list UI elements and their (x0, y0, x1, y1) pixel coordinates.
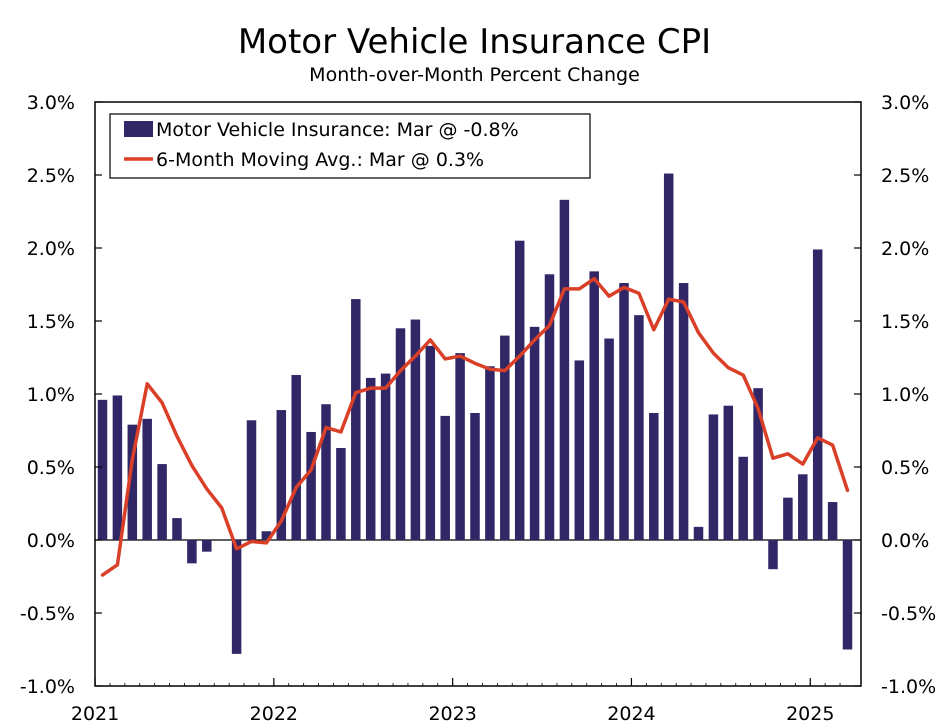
bar-jan-2023 (455, 353, 465, 540)
legend-line-label: 6-Month Moving Avg.: Mar @ 0.3% (156, 149, 484, 171)
bar-jan-2024 (634, 315, 644, 540)
x-tick-label-2023: 2023 (428, 703, 476, 725)
bar-oct-2023 (589, 271, 599, 540)
legend-box (109, 113, 591, 179)
bar-feb-2021 (112, 395, 123, 540)
x-tick-label-2025: 2025 (786, 703, 834, 725)
y-tick-label-left: -1.0% (20, 676, 75, 698)
y-tick-label-left: -0.5% (20, 603, 75, 625)
y-tick-label-left: 1.0% (27, 384, 75, 406)
y-tick-label-right: -0.5% (881, 603, 936, 625)
y-tick-label-left: 2.0% (27, 238, 75, 260)
bar-jan-2025 (812, 249, 823, 540)
bar-apr-2024 (678, 283, 689, 540)
y-tick-label-left: 0.5% (27, 457, 75, 479)
bar-may-2024 (693, 526, 704, 540)
bar-may-2022 (336, 448, 346, 540)
bar-series (97, 173, 853, 654)
bar-jul-2022 (365, 377, 376, 540)
bar-mar-2022 (306, 431, 316, 540)
bar-dec-2023 (619, 283, 629, 540)
legend: Motor Vehicle Insurance: Mar @ -0.8% 6-M… (109, 113, 591, 179)
bar-jun-2021 (172, 518, 182, 540)
bar-mar-2025 (842, 540, 853, 650)
y-tick-label-left: 0.0% (27, 530, 75, 552)
bar-feb-2022 (291, 375, 301, 540)
y-tick-label-right: 1.5% (881, 311, 929, 333)
bar-aug-2021 (202, 540, 212, 552)
bar-may-2023 (514, 240, 525, 540)
bar-nov-2023 (604, 338, 614, 540)
bar-apr-2023 (500, 335, 510, 540)
bar-may-2021 (157, 464, 167, 540)
y-tick-label-left: 1.5% (27, 311, 75, 333)
bar-dec-2022 (440, 415, 450, 540)
bar-feb-2023 (470, 412, 480, 540)
bar-jun-2024 (708, 414, 719, 540)
bar-nov-2021 (246, 420, 257, 540)
y-tick-label-right: 0.5% (881, 457, 929, 479)
bar-aug-2022 (380, 373, 391, 540)
y-tick-label-right: 1.0% (881, 384, 929, 406)
bar-oct-2024 (768, 540, 778, 570)
bar-feb-2024 (649, 412, 659, 540)
bar-feb-2025 (827, 502, 838, 540)
bar-mar-2023 (485, 366, 495, 540)
y-tick-label-right: 3.0% (881, 92, 929, 114)
x-tick-label-2022: 2022 (250, 703, 298, 725)
plot-frame (94, 101, 862, 687)
bar-jun-2023 (529, 326, 540, 540)
bar-aug-2024 (738, 456, 748, 540)
bar-aug-2023 (559, 199, 570, 540)
bar-jun-2022 (351, 299, 361, 540)
bar-jan-2022 (276, 410, 287, 540)
y-tick-label-right: 2.5% (881, 165, 929, 187)
bar-dec-2024 (798, 474, 808, 540)
y-tick-label-right: 0.0% (881, 530, 929, 552)
x-tick-label-2024: 2024 (607, 703, 655, 725)
bar-nov-2024 (783, 497, 793, 540)
axes: 3.0% 3.0% 2.5% 2.5% 2.0% 2.0% 1.5% 1.5% 1.0% 1.0%… (20, 92, 936, 725)
x-tick-label-2021: 2021 (71, 703, 119, 725)
chart-title: Motor Vehicle Insurance CPI (237, 22, 712, 62)
legend-bar-label: Motor Vehicle Insurance: Mar @ -0.8% (156, 119, 519, 141)
y-tick-label-right: -1.0% (881, 676, 936, 698)
bar-mar-2021 (127, 424, 138, 540)
bar-sep-2023 (574, 360, 585, 540)
bar-oct-2022 (410, 319, 421, 540)
bar-jan-2021 (97, 399, 108, 540)
moving-average-series (100, 276, 850, 577)
chart-subtitle: Month-over-Month Percent Change (309, 64, 640, 86)
y-tick-label-right: 2.0% (881, 238, 929, 260)
bar-jul-2023 (544, 274, 555, 540)
legend-bar-swatch (124, 121, 153, 137)
bar-jul-2024 (723, 405, 734, 540)
bar-dec-2021 (261, 531, 272, 540)
y-tick-label-left: 3.0% (27, 92, 75, 114)
bar-jul-2021 (187, 540, 197, 564)
bar-apr-2021 (142, 418, 152, 540)
y-tick-label-left: 2.5% (27, 165, 75, 187)
bar-nov-2022 (425, 345, 436, 540)
bar-sep-2022 (395, 328, 406, 540)
bar-apr-2022 (321, 404, 331, 540)
bar-sep-2024 (753, 388, 763, 540)
bar-mar-2024 (663, 173, 674, 541)
bar-oct-2021 (231, 540, 242, 654)
